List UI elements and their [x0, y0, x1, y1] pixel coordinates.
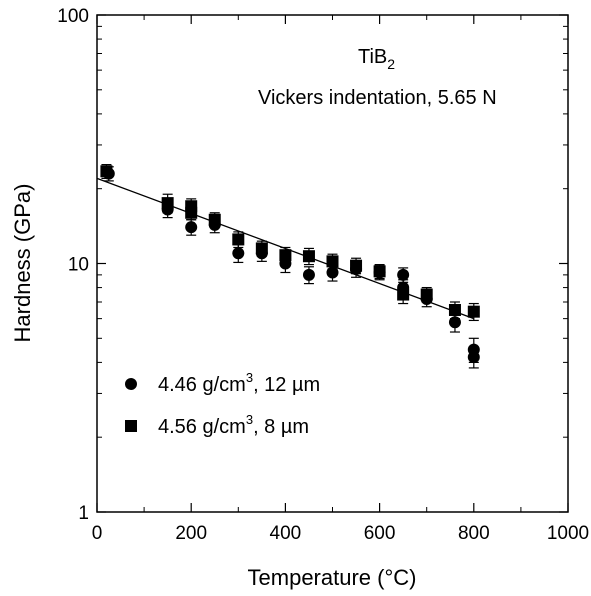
- data-point-square: [373, 265, 386, 278]
- legend-label-series-2-b: , 8 µm: [253, 416, 309, 438]
- data-point-square: [279, 249, 292, 262]
- data-point-square: [350, 259, 363, 272]
- data-point-square: [100, 165, 113, 178]
- legend-label-series-1-sup: 3: [246, 370, 253, 385]
- y-tick-label: 1: [78, 503, 89, 524]
- legend: 4.46 g/cm3, 12 µm 4.56 g/cm3, 8 µm: [125, 370, 320, 438]
- annotation-method: Vickers indentation, 5.65 N: [258, 87, 497, 109]
- series-2: [100, 164, 480, 322]
- y-axis-title: Hardness (GPa): [10, 184, 35, 343]
- x-tick-label: 0: [92, 523, 103, 544]
- data-point-circle: [232, 247, 245, 260]
- legend-marker-square: [125, 420, 137, 432]
- legend-label-series-2: 4.56 g/cm3, 8 µm: [158, 412, 309, 438]
- legend-item-series-1: 4.46 g/cm3, 12 µm: [125, 370, 320, 396]
- legend-label-series-1-b: , 12 µm: [253, 374, 320, 396]
- data-point-square: [208, 213, 221, 226]
- legend-label-series-1-a: 4.46 g/cm: [158, 374, 246, 396]
- data-point-square: [302, 250, 315, 263]
- legend-label-series-1: 4.46 g/cm3, 12 µm: [158, 370, 320, 396]
- x-tick-label: 1000: [547, 523, 589, 544]
- x-axis-title: Temperature (°C): [248, 565, 417, 590]
- annotation-material-text: TiB: [358, 46, 387, 68]
- x-tick-label: 600: [364, 523, 396, 544]
- plot-area: [96, 14, 569, 513]
- legend-marker-circle: [125, 378, 137, 390]
- axis-ticks: [96, 14, 569, 513]
- data-point-square: [420, 288, 433, 301]
- data-point-circle: [302, 268, 315, 281]
- data-point-square: [397, 288, 410, 301]
- data-point-square: [255, 242, 268, 255]
- annotation-material: TiB2: [358, 46, 395, 72]
- data-point-square: [326, 255, 339, 268]
- data-point-circle: [185, 221, 198, 234]
- data-point-square: [232, 233, 245, 246]
- data-point-square: [448, 303, 461, 316]
- y-tick-label: 100: [57, 6, 89, 27]
- data-point-circle: [448, 316, 461, 329]
- series-1: [102, 166, 480, 369]
- annotation-material-subscript: 2: [387, 56, 395, 72]
- y-tick-label: 10: [68, 255, 89, 276]
- data-point-square: [161, 197, 174, 210]
- legend-label-series-2-sup: 3: [246, 412, 253, 427]
- data-point-circle: [397, 268, 410, 281]
- x-tick-label: 200: [175, 523, 207, 544]
- tick-labels: 0 200 400 600 800 1000 1 10 100: [57, 6, 589, 544]
- data-points: [100, 164, 480, 369]
- x-tick-label: 800: [458, 523, 490, 544]
- x-tick-label: 400: [270, 523, 302, 544]
- data-point-circle: [467, 351, 480, 364]
- data-point-square: [185, 206, 198, 219]
- legend-label-series-2-a: 4.56 g/cm: [158, 416, 246, 438]
- annotation: TiB2 Vickers indentation, 5.65 N: [258, 46, 497, 109]
- data-point-square: [467, 305, 480, 318]
- legend-item-series-2: 4.56 g/cm3, 8 µm: [125, 412, 309, 438]
